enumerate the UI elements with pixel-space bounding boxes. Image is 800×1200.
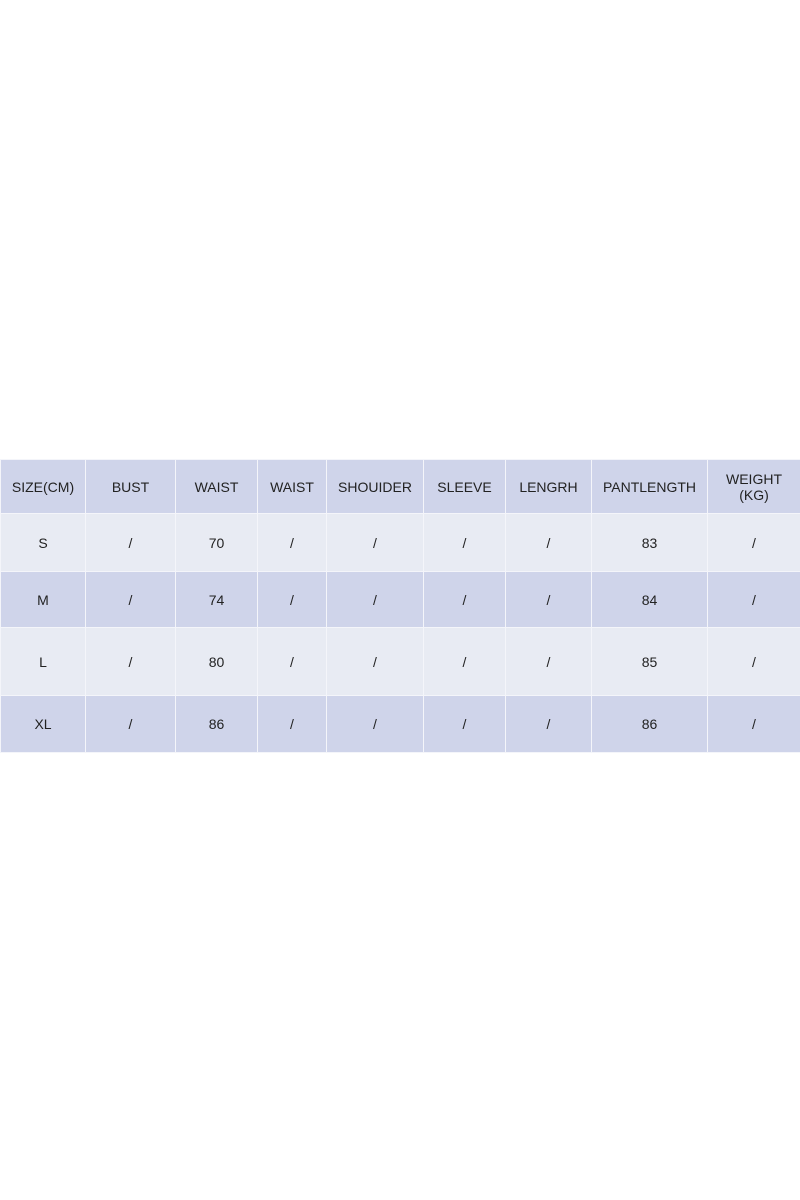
size-chart-table: SIZE(CM) BUST WAIST WAIST SHOUIDER SLEEVE LENG… (0, 459, 800, 753)
table-cell: 86 (591, 695, 708, 753)
header-cell: WAIST (175, 459, 258, 514)
table-cell: / (257, 571, 327, 628)
table-cell: 70 (175, 513, 258, 572)
table-cell: / (423, 513, 506, 572)
table-cell: / (85, 627, 176, 696)
table-cell: / (257, 513, 327, 572)
table-cell: 80 (175, 627, 258, 696)
table-cell: / (85, 695, 176, 753)
table-cell: L (0, 627, 86, 696)
table-cell: / (505, 571, 592, 628)
table-cell: / (505, 627, 592, 696)
table-cell: S (0, 513, 86, 572)
header-cell: WEIGHT (KG) (707, 459, 800, 514)
header-row: SIZE(CM) BUST WAIST WAIST SHOUIDER SLEEVE LENG… (0, 459, 800, 514)
table-cell: 83 (591, 513, 708, 572)
table-cell: / (326, 627, 424, 696)
header-cell: SIZE(CM) (0, 459, 86, 514)
table-cell: M (0, 571, 86, 628)
table-cell: / (85, 513, 176, 572)
table-cell: 84 (591, 571, 708, 628)
table-cell: / (505, 695, 592, 753)
table-row: L/80// //85/ (0, 627, 800, 696)
header-cell: SHOUIDER (326, 459, 424, 514)
table-cell: / (85, 571, 176, 628)
table-cell: / (326, 571, 424, 628)
table-cell: / (423, 571, 506, 628)
table-cell: / (505, 513, 592, 572)
table-cell: 85 (591, 627, 708, 696)
table-row: M/74// //84/ (0, 571, 800, 628)
header-cell: SLEEVE (423, 459, 506, 514)
header-cell: BUST (85, 459, 176, 514)
header-cell: PANTLENGTH (591, 459, 708, 514)
table-cell: / (257, 627, 327, 696)
table-cell: / (423, 627, 506, 696)
header-cell: LENGRH (505, 459, 592, 514)
table-cell: XL (0, 695, 86, 753)
table-cell: 86 (175, 695, 258, 753)
table-cell: / (423, 695, 506, 753)
table-cell: 74 (175, 571, 258, 628)
table-cell: / (326, 513, 424, 572)
table-cell: / (707, 571, 800, 628)
header-cell: WAIST (257, 459, 327, 514)
table-cell: / (257, 695, 327, 753)
table-row: XL/86// //86/ (0, 695, 800, 753)
table-cell: / (326, 695, 424, 753)
table-cell: / (707, 513, 800, 572)
table-row: S/70// //83/ (0, 513, 800, 572)
table-cell: / (707, 627, 800, 696)
table-cell: / (707, 695, 800, 753)
